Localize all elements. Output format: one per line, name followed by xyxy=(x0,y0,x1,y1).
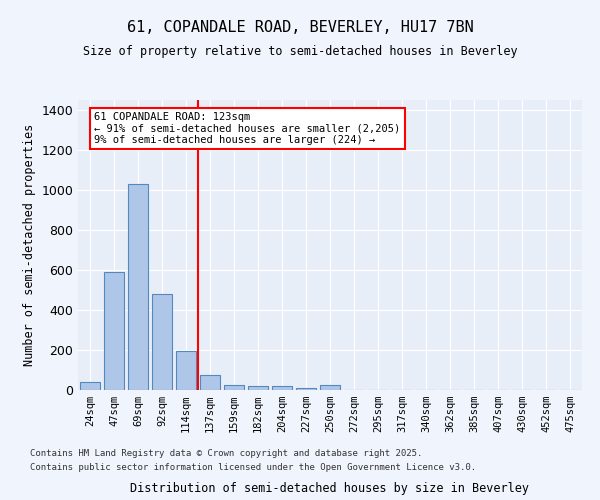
Text: Contains public sector information licensed under the Open Government Licence v3: Contains public sector information licen… xyxy=(30,464,476,472)
Text: Distribution of semi-detached houses by size in Beverley: Distribution of semi-detached houses by … xyxy=(131,482,530,495)
Bar xyxy=(152,294,172,390)
Text: Size of property relative to semi-detached houses in Beverley: Size of property relative to semi-detach… xyxy=(83,45,517,58)
Text: 61 COPANDALE ROAD: 123sqm
← 91% of semi-detached houses are smaller (2,205)
9% o: 61 COPANDALE ROAD: 123sqm ← 91% of semi-… xyxy=(94,112,401,145)
Y-axis label: Number of semi-detached properties: Number of semi-detached properties xyxy=(23,124,36,366)
Bar xyxy=(80,382,100,390)
Text: 61, COPANDALE ROAD, BEVERLEY, HU17 7BN: 61, COPANDALE ROAD, BEVERLEY, HU17 7BN xyxy=(127,20,473,35)
Bar xyxy=(296,388,316,390)
Text: Contains HM Land Registry data © Crown copyright and database right 2025.: Contains HM Land Registry data © Crown c… xyxy=(30,448,422,458)
Bar xyxy=(176,351,196,390)
Bar xyxy=(104,272,124,390)
Bar xyxy=(128,184,148,390)
Bar xyxy=(248,386,268,390)
Bar xyxy=(272,386,292,390)
Bar xyxy=(320,385,340,390)
Bar xyxy=(200,375,220,390)
Bar xyxy=(224,385,244,390)
